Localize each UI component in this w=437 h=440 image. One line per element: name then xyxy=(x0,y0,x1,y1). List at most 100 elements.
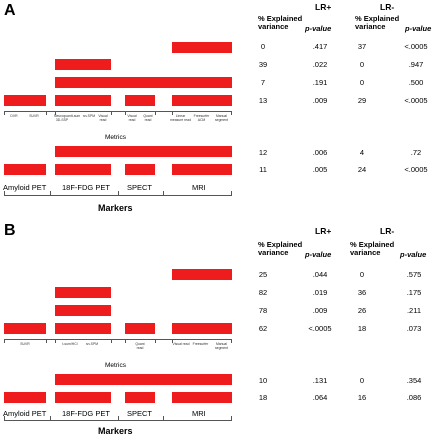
panel-a-metric-fdg-visual: Visual read xyxy=(98,114,108,122)
panel-a-r2-lrm-p: .947 xyxy=(408,60,424,69)
panel-b-r4-lrp-p: <.0005 xyxy=(308,324,332,333)
panel-b-r2-lrp-p: .019 xyxy=(312,288,328,297)
panel-a-metrics-tick xyxy=(55,111,56,115)
panel-b-r2-lrm-var: 36 xyxy=(357,288,367,297)
panel-a-r6-lrm-p: <.0005 xyxy=(404,165,428,174)
panel-a-r4-lrm-var: 29 xyxy=(357,96,367,105)
panel-a-bar-row6-amyloid xyxy=(4,164,46,175)
panel-b-r6-lrp-p: .064 xyxy=(312,393,328,402)
panel-a-r6-lrm-var: 24 xyxy=(357,165,367,174)
panel-a-metrics-tick xyxy=(155,111,156,115)
panel-a-metric-snspm: sn-SPM xyxy=(82,114,96,118)
panel-a-metrics-tick xyxy=(111,111,112,115)
panel-b-p-header-minus: p-value xyxy=(400,250,427,259)
panel-b-bar-row2 xyxy=(55,287,111,298)
panel-a-metric-neuroquant: Neuroquant 3D-SSP xyxy=(54,114,72,122)
panel-a-letter: A xyxy=(4,2,16,19)
panel-b-r4-lrm-p: .073 xyxy=(406,324,422,333)
panel-b-bar-row4-spect xyxy=(125,323,155,334)
panel-b-marker-fdg: 18F-FDG PET xyxy=(62,409,110,418)
panel-a-lr-minus-header: LR- xyxy=(380,2,395,12)
panel-a-bar-row4-mri xyxy=(172,95,232,106)
panel-a-metrics-tick xyxy=(46,111,47,115)
panel-b-markers-axis xyxy=(4,420,232,421)
panel-a-r3-lrp-var: 7 xyxy=(260,78,266,87)
panel-a-metric-spect-visual: Visual read xyxy=(127,114,137,122)
panel-a-r4-lrm-p: <.0005 xyxy=(404,96,428,105)
panel-a-bar-row5 xyxy=(55,146,232,157)
panel-b-r5-lrm-var: 0 xyxy=(359,376,365,385)
panel-b-r5-lrp-p: .131 xyxy=(312,376,328,385)
panel-b-metrics-tick xyxy=(155,339,156,343)
panel-a-marker-fdg: 18F-FDG PET xyxy=(62,183,110,192)
panel-a-metrics-tick xyxy=(172,111,173,115)
panel-a-bar-row3 xyxy=(55,77,232,88)
panel-b-metrics-tick xyxy=(111,339,112,343)
panel-a-bar-row6-fdg xyxy=(55,164,111,175)
panel-b-metric-manual: Manual segment xyxy=(214,342,228,350)
panel-a-r5-lrm-p: .72 xyxy=(410,148,422,157)
panel-b-r5-lrp-var: 10 xyxy=(258,376,268,385)
panel-a-r2-lrm-var: 0 xyxy=(359,60,365,69)
panel-b-bar-row4-mri xyxy=(172,323,232,334)
panel-b-r2-lrm-p: .175 xyxy=(406,288,422,297)
panel-b-r1-lrp-var: 25 xyxy=(258,270,268,279)
panel-a-bar-row4-fdg xyxy=(55,95,111,106)
panel-b-markers-tick xyxy=(50,416,51,420)
panel-b-bar-row6-fdg xyxy=(55,392,111,403)
panel-b-metric-snspm: sn-SPM xyxy=(85,342,99,346)
panel-b-metric-freesurfer: Freesurfer xyxy=(192,342,209,346)
panel-b-r5-lrm-p: .354 xyxy=(406,376,422,385)
panel-b-markers-tick xyxy=(231,416,232,420)
panel-a-bar-row6-mri xyxy=(172,164,232,175)
panel-a-metrics-tick xyxy=(125,111,126,115)
panel-b-r6-lrm-var: 16 xyxy=(357,393,367,402)
panel-b-bar-row6-mri xyxy=(172,392,232,403)
panel-b-metrics-tick xyxy=(4,339,5,343)
panel-a-bar-row4-spect xyxy=(125,95,155,106)
panel-a-metric-tsum: t-sum xyxy=(71,114,81,118)
panel-b-marker-amyloid: Amyloid PET xyxy=(3,409,47,418)
panel-a-p-header-plus: p-value xyxy=(305,24,332,33)
panel-b-metrics-label: Metrics xyxy=(105,362,126,369)
panel-b-r1-lrm-p: .575 xyxy=(406,270,422,279)
panel-a-markers-axis xyxy=(4,195,232,196)
panel-b-lr-plus-header: LR+ xyxy=(315,226,332,236)
panel-a-r3-lrm-var: 0 xyxy=(359,78,365,87)
panel-b-r1-lrp-p: .044 xyxy=(312,270,328,279)
panel-b-bar-row5 xyxy=(55,374,232,385)
panel-a-lr-plus-header: LR+ xyxy=(315,2,332,12)
panel-a-r3-lrp-p: .191 xyxy=(312,78,328,87)
panel-b-r3-lrp-var: 78 xyxy=(258,306,268,315)
panel-b-r3-lrm-p: .211 xyxy=(406,306,422,315)
panel-a-r6-lrp-p: .005 xyxy=(312,165,328,174)
panel-a-bar-row4-amyloid xyxy=(4,95,46,106)
panel-b-bar-row6-spect xyxy=(125,392,155,403)
panel-a-markers-tick xyxy=(163,191,164,195)
panel-b-marker-mri: MRI xyxy=(192,409,206,418)
panel-b-markers-tick xyxy=(163,416,164,420)
panel-b-explained-header-minus: % Explained variance xyxy=(350,240,395,257)
panel-b-p-header-plus: p-value xyxy=(305,250,332,259)
panel-a-metrics-tick xyxy=(4,111,5,115)
panel-b-metric-suvr: SUVR xyxy=(20,342,30,346)
panel-a-bar-row1 xyxy=(172,42,232,53)
panel-b-bar-row4-fdg xyxy=(55,323,111,334)
panel-b-r6-lrm-p: .086 xyxy=(406,393,422,402)
panel-b-markers-tick xyxy=(4,416,5,420)
panel-a-metrics-axis xyxy=(4,111,232,112)
panel-a-r1-lrm-var: 37 xyxy=(357,42,367,51)
panel-a-explained-header-minus: % Explained variance xyxy=(355,14,400,31)
panel-a-bar-row6-spect xyxy=(125,164,155,175)
panel-b-letter: B xyxy=(4,222,16,239)
panel-a-metrics-tick xyxy=(231,111,232,115)
panel-a-r1-lrp-var: 0 xyxy=(260,42,266,51)
panel-b-r3-lrm-var: 26 xyxy=(357,306,367,315)
panel-b-r2-lrp-var: 82 xyxy=(258,288,268,297)
panel-b-bar-row1 xyxy=(172,269,232,280)
panel-b-r6-lrp-var: 18 xyxy=(258,393,268,402)
panel-b-r4-lrp-var: 62 xyxy=(258,324,268,333)
panel-b-bar-row6-amyloid xyxy=(4,392,46,403)
panel-b-metric-spect-quant: Quant read xyxy=(135,342,145,350)
panel-a-r5-lrp-var: 12 xyxy=(258,148,268,157)
